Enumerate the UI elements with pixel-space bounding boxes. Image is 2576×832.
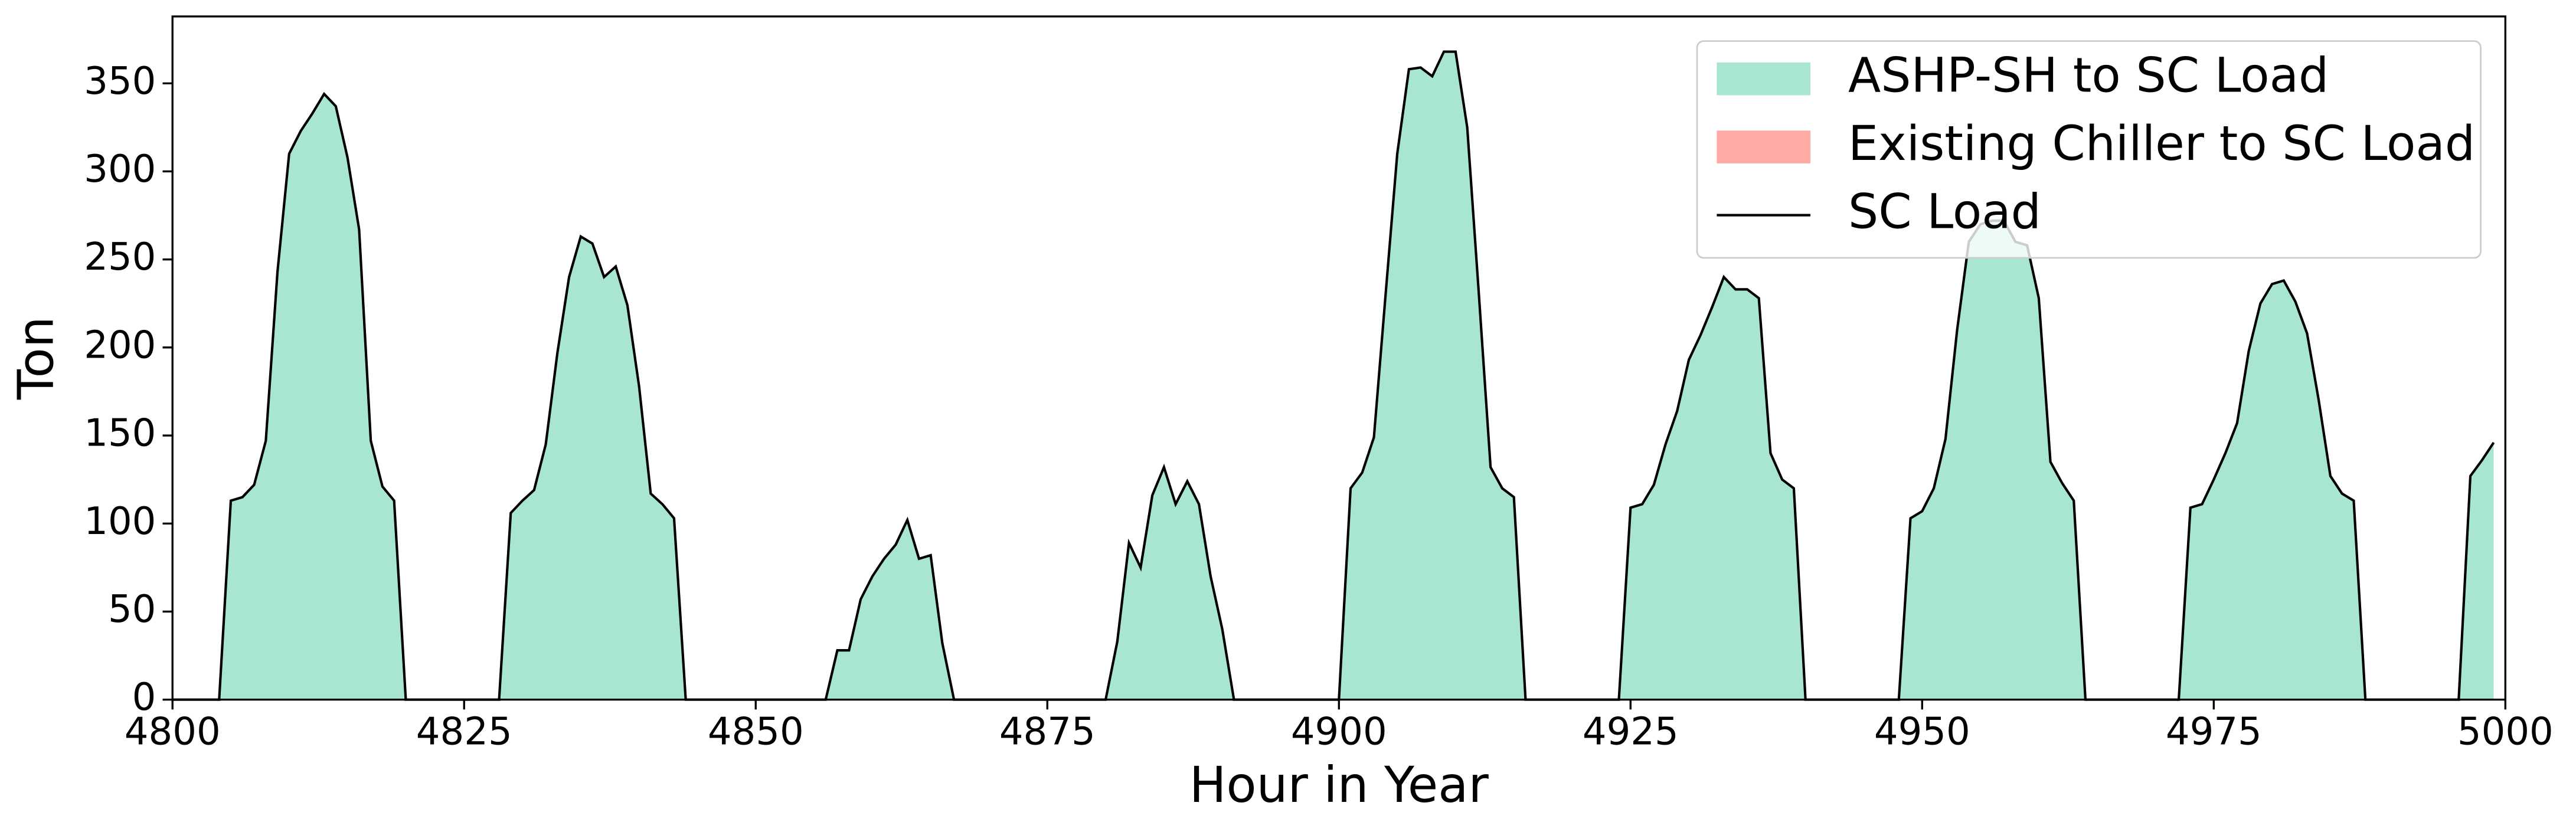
y-tick-label: 100 — [84, 500, 156, 543]
y-tick-label: 250 — [84, 235, 156, 279]
y-tick-label: 350 — [84, 60, 156, 103]
legend-swatch — [1717, 130, 1811, 163]
legend-label: ASHP-SH to SC Load — [1848, 48, 2329, 104]
y-axis-label: Ton — [8, 316, 65, 400]
x-tick-label: 4825 — [416, 710, 512, 754]
legend: ASHP-SH to SC Load Existing Chiller to SC… — [1696, 40, 2482, 259]
legend-box — [1696, 40, 2482, 259]
x-tick-label: 5000 — [2457, 710, 2554, 754]
y-tick-label: 150 — [84, 412, 156, 456]
y-tick-label: 300 — [84, 148, 156, 191]
area — [172, 51, 2494, 700]
x-tick-label: 4800 — [125, 710, 221, 754]
x-axis-label: Hour in Year — [1189, 756, 1489, 814]
legend-label: SC Load — [1848, 185, 2041, 240]
y-tick-label: 50 — [108, 588, 156, 631]
x-tick-label: 4925 — [1583, 710, 1679, 754]
x-tick-label: 4850 — [708, 710, 804, 754]
x-tick-label: 4975 — [2166, 710, 2262, 754]
x-tick-label: 4950 — [1874, 710, 1970, 754]
legend-swatch — [1717, 62, 1811, 96]
y-tick-label: 0 — [132, 676, 156, 719]
x-tick-label: 4900 — [1291, 710, 1387, 754]
x-tick-label: 4875 — [999, 710, 1096, 754]
y-tick-label: 200 — [84, 323, 156, 367]
legend-label: Existing Chiller to SC Load — [1848, 116, 2475, 172]
